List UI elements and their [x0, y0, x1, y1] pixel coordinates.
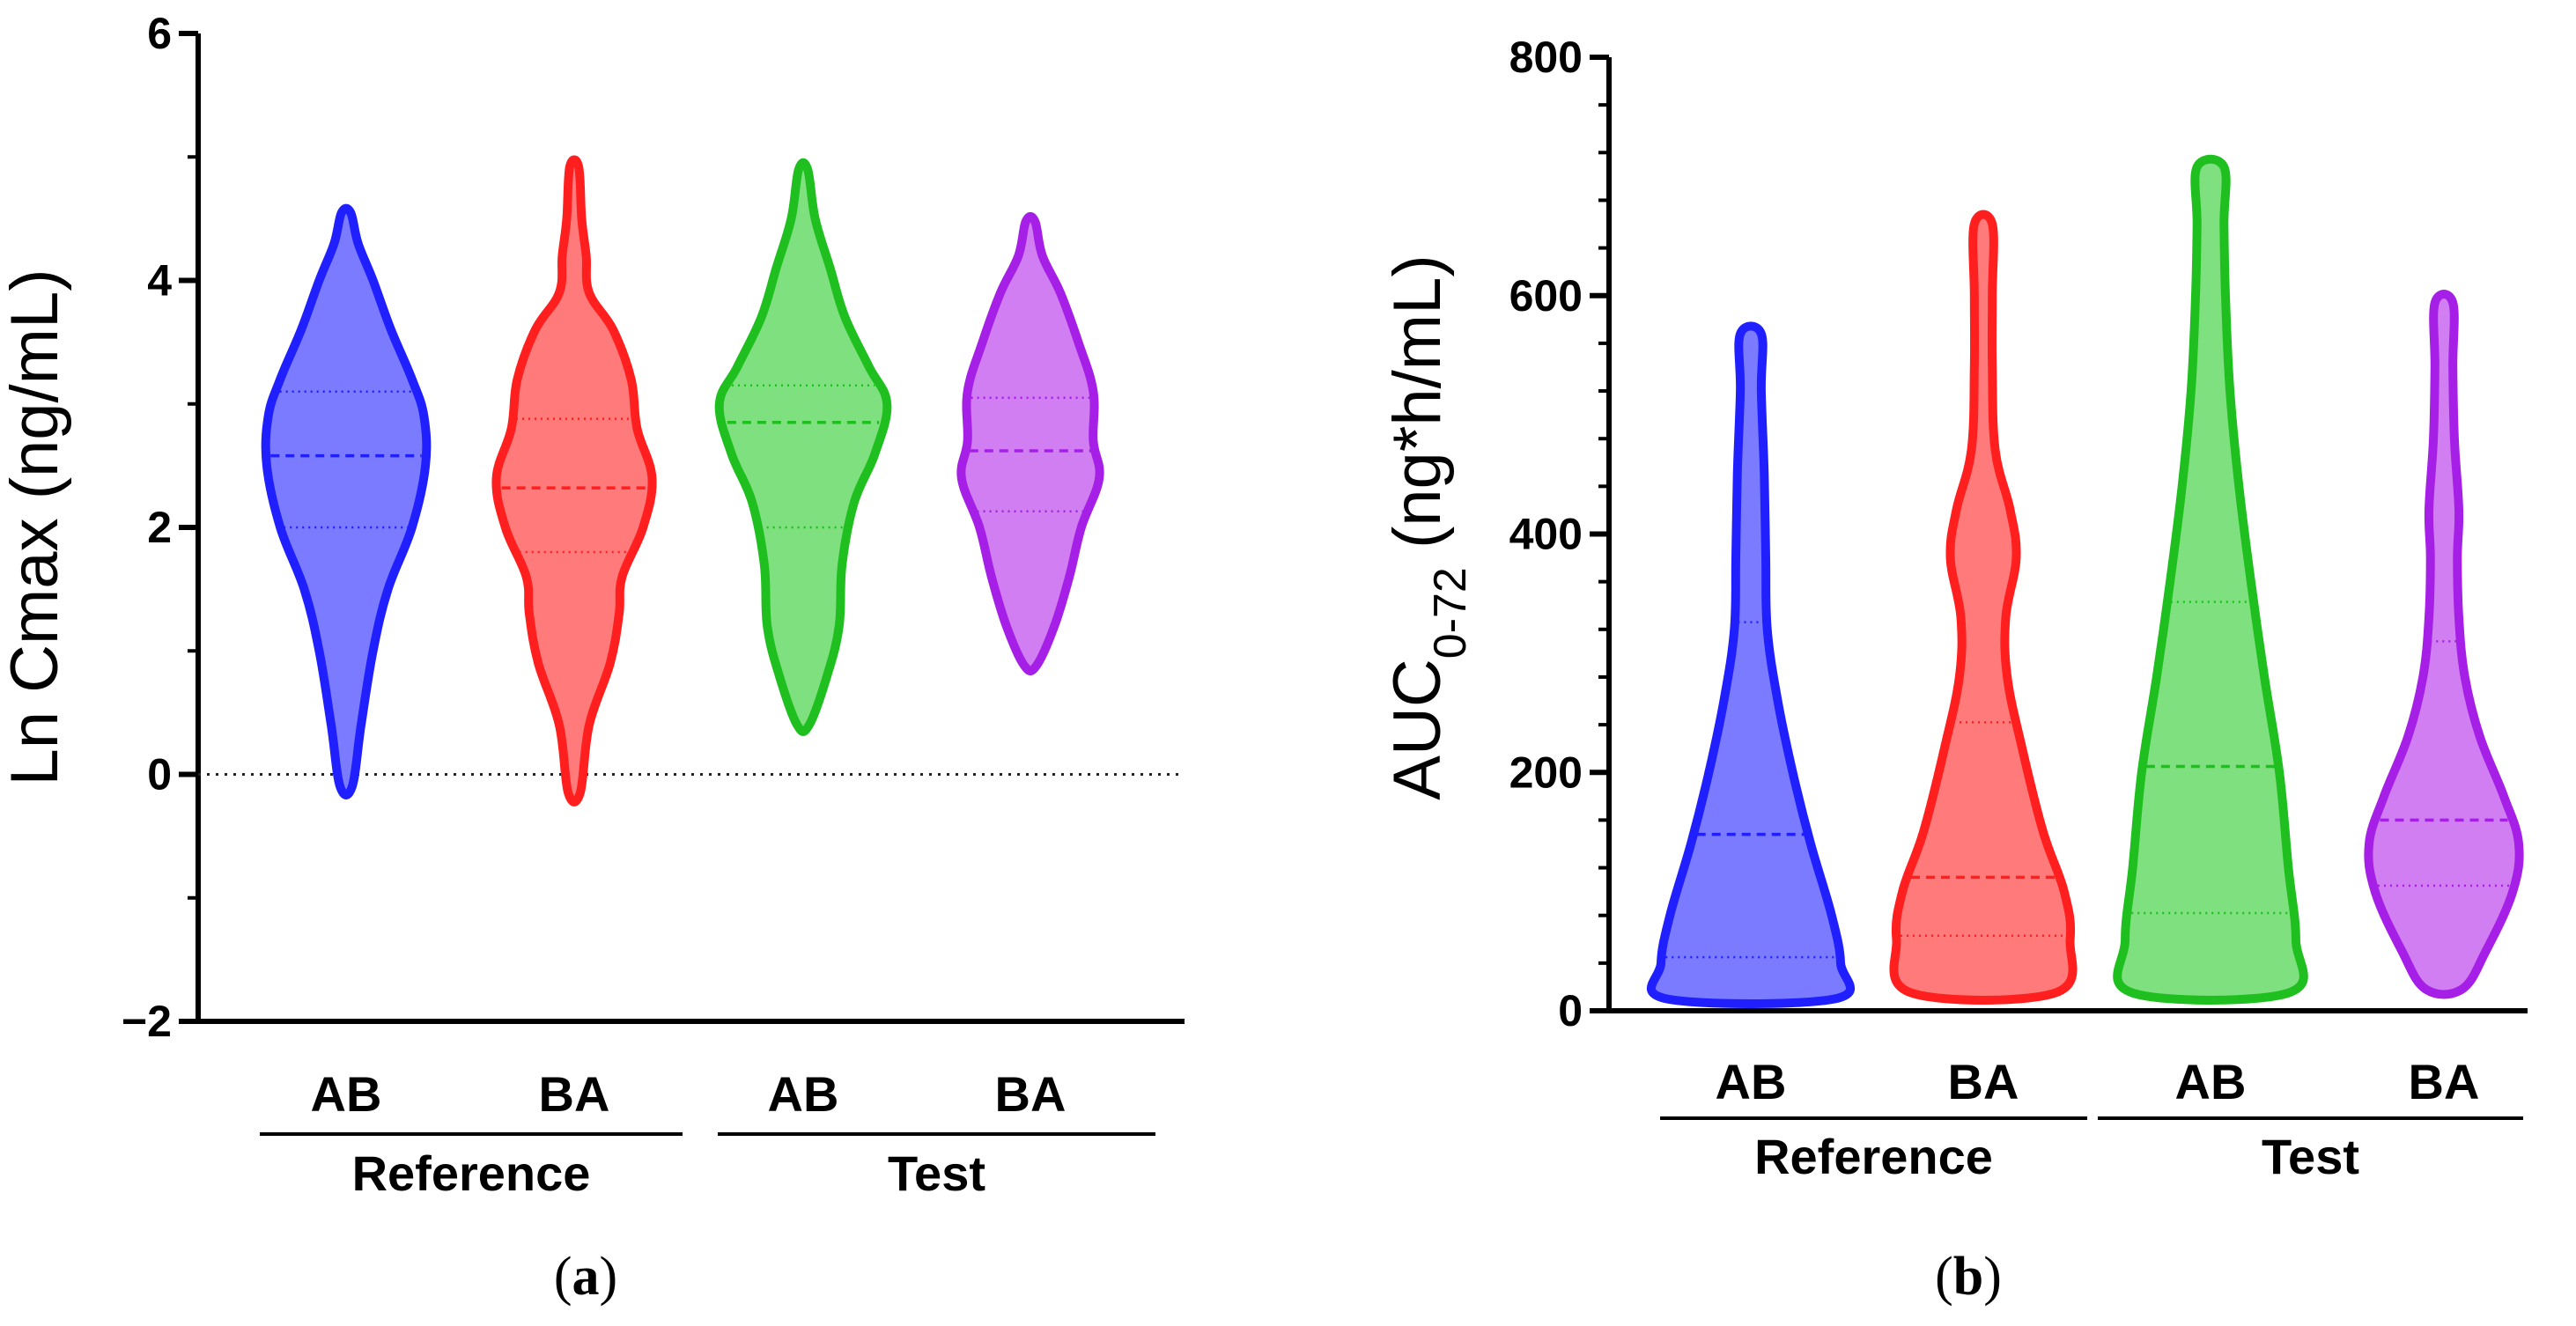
category-label: BA — [539, 1066, 610, 1122]
violin-test-ab — [2113, 154, 2308, 1005]
y-tick-label: 400 — [1509, 510, 1583, 559]
category-label: BA — [1948, 1054, 2019, 1109]
category-label: BA — [995, 1066, 1067, 1122]
panel-label: (a) — [554, 1247, 617, 1307]
group-label-reference: Reference — [352, 1146, 591, 1201]
violin-test-ab — [714, 158, 892, 736]
category-label: AB — [311, 1066, 382, 1122]
y-axis-title: Ln Cmax (ng/mL) — [0, 269, 72, 785]
panel-b: 0 200 400 600 800 AB BA AB BA Reference Test AUC0-7… — [1380, 33, 2528, 1307]
violin-test-ba — [956, 212, 1104, 676]
y-axis-title: AUC0-72 (ng*h/mL) — [1380, 254, 1476, 799]
category-label: AB — [1716, 1054, 1787, 1109]
group-label-reference: Reference — [1754, 1129, 1993, 1184]
violin-reference-ab — [1646, 321, 1856, 1008]
panel-label: (b) — [1935, 1247, 2002, 1307]
group-label-test: Test — [888, 1146, 985, 1201]
violin-reference-ab — [261, 203, 432, 799]
violin-reference-ba — [491, 155, 657, 807]
y-tick-label: 800 — [1509, 33, 1583, 82]
panel-a: −2 0 2 4 6 AB BA AB BA Reference Test Ln Cmax (ng/m… — [0, 9, 1185, 1307]
y-tick-label: 4 — [147, 256, 172, 306]
category-label: AB — [768, 1066, 839, 1122]
category-label: AB — [2175, 1054, 2247, 1109]
violin-reference-ba — [1889, 210, 2078, 1005]
y-tick-label: 200 — [1509, 748, 1583, 797]
y-tick-label: 600 — [1509, 271, 1583, 320]
y-tick-label: −2 — [122, 997, 172, 1046]
group-label-test: Test — [2262, 1129, 2359, 1184]
y-tick-label: 0 — [1558, 986, 1583, 1035]
y-tick-label: 2 — [147, 503, 172, 552]
y-tick-label: 0 — [147, 750, 172, 799]
category-label: BA — [2409, 1054, 2480, 1109]
y-tick-label: 6 — [147, 9, 172, 58]
violin-test-ba — [2364, 290, 2524, 999]
